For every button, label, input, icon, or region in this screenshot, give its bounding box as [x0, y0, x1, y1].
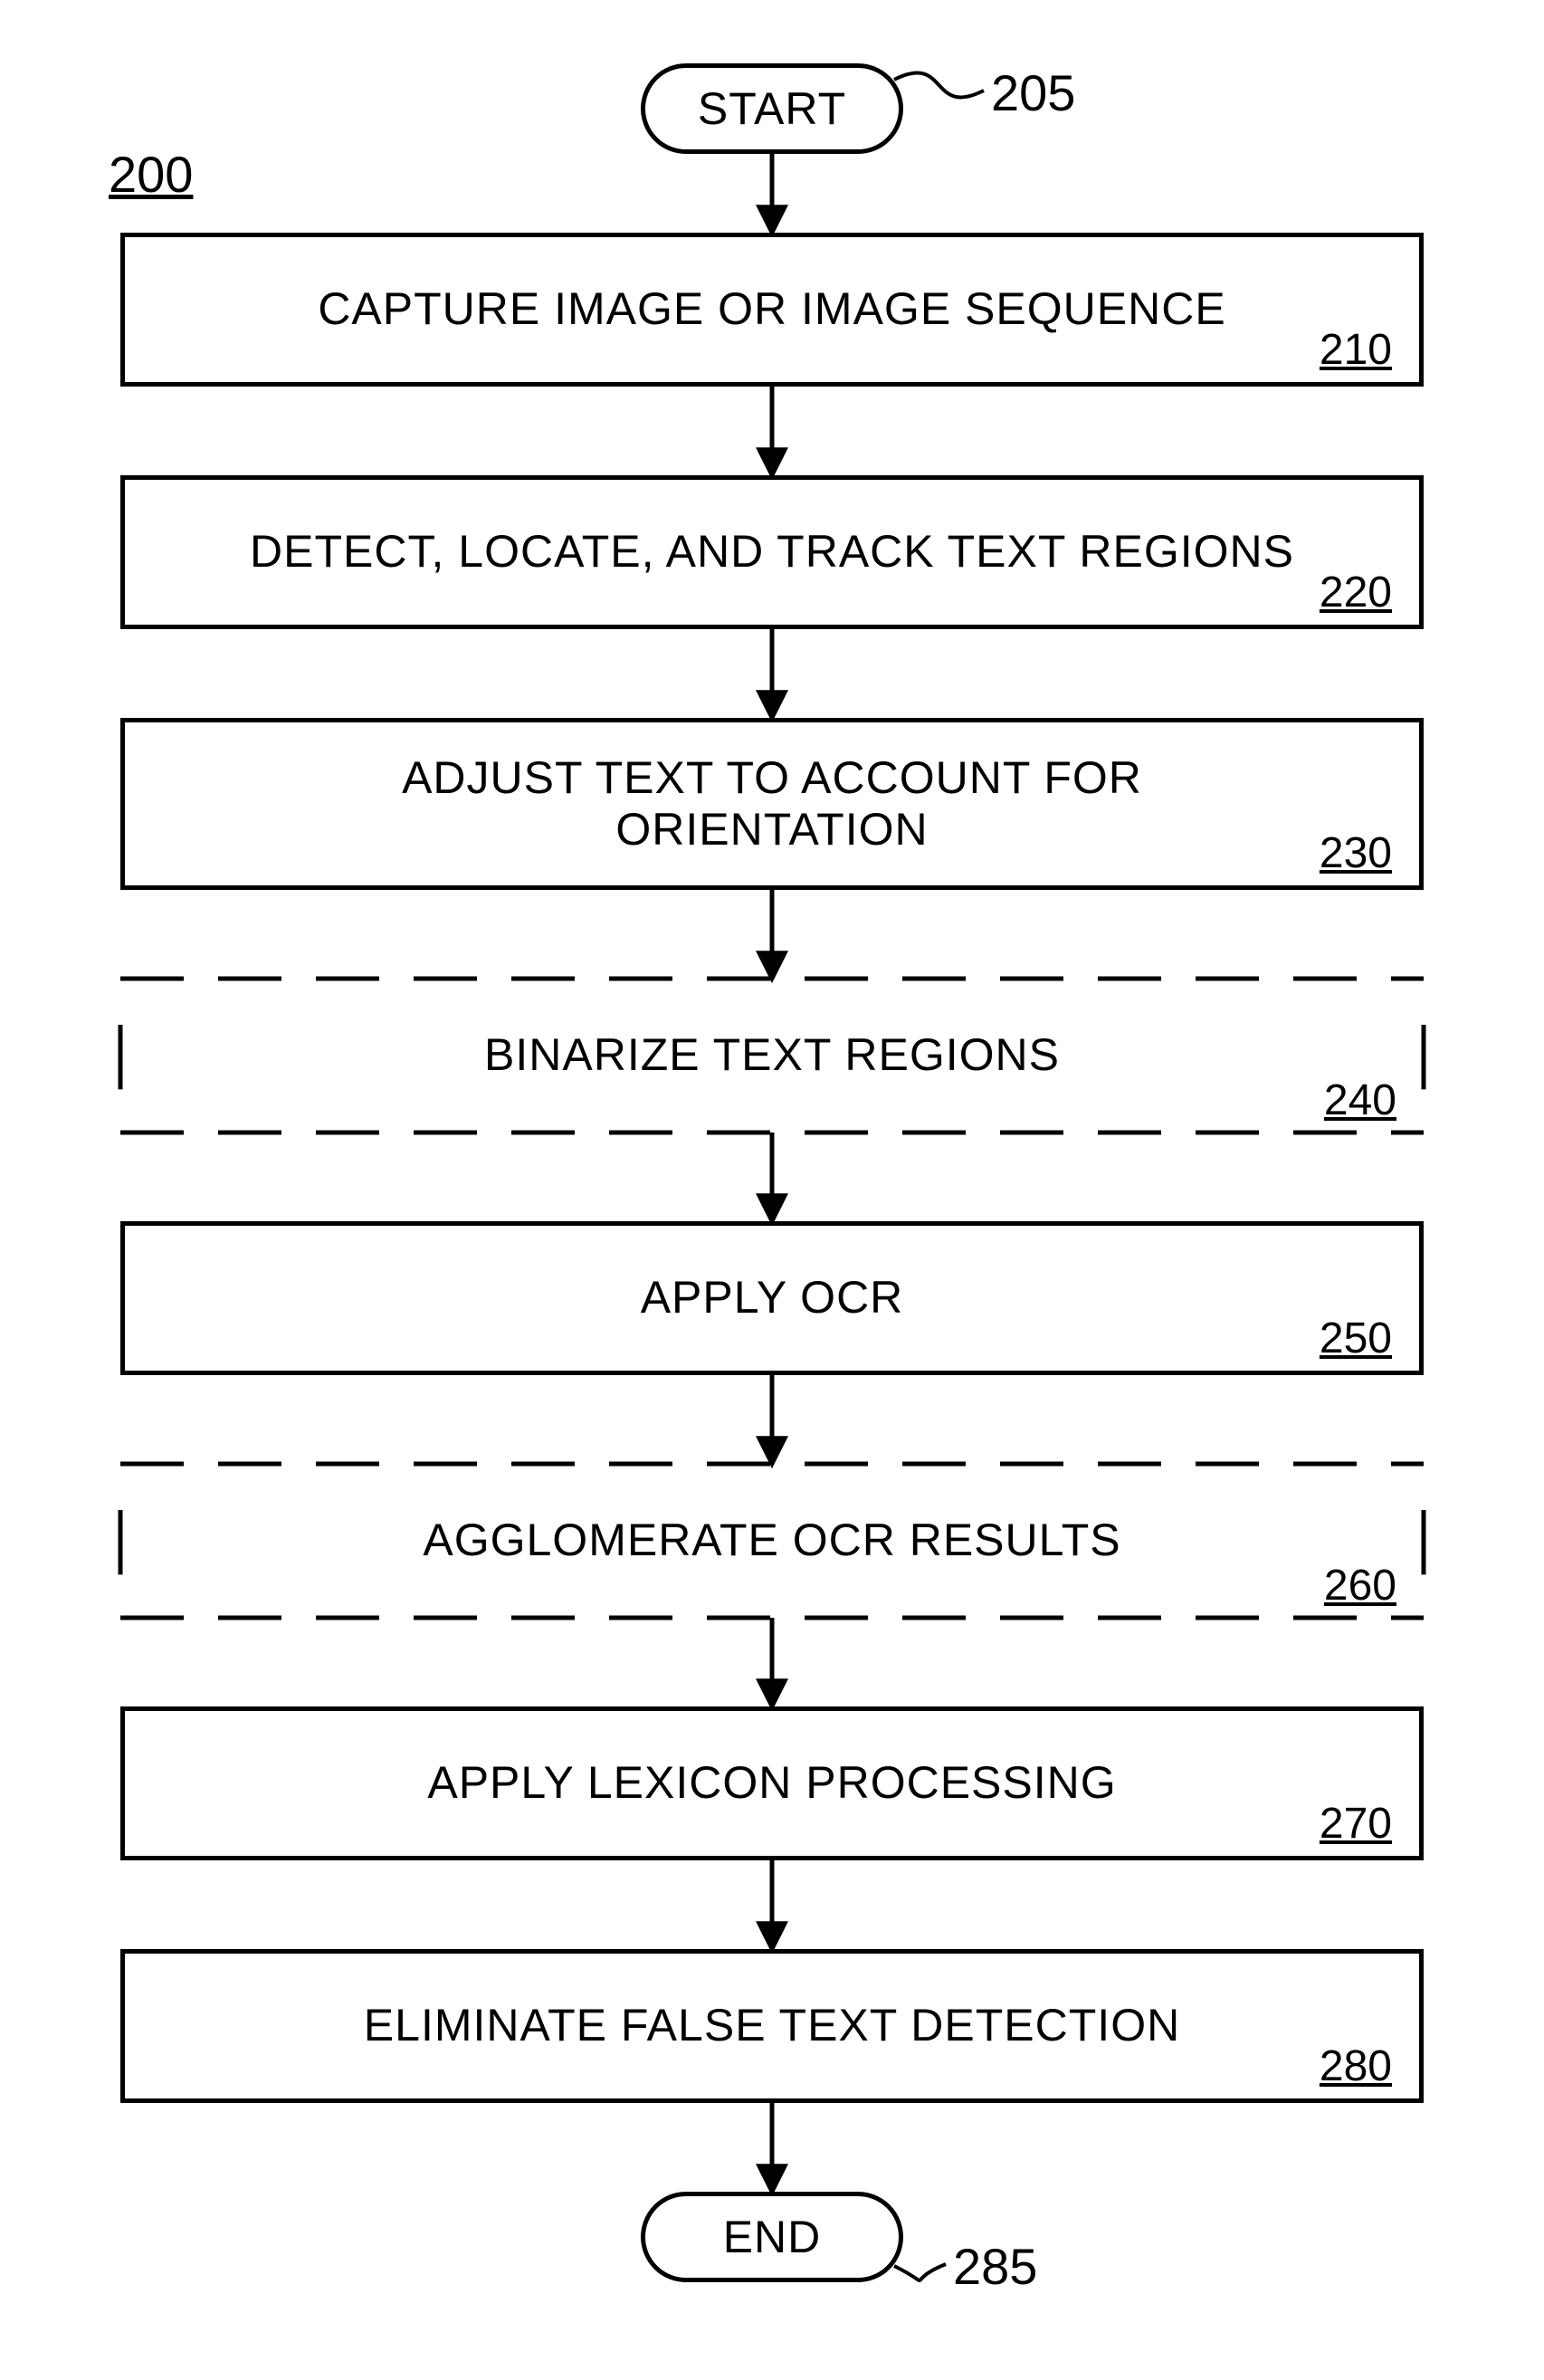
process-label: BINARIZE TEXT REGIONS — [484, 1029, 1060, 1082]
process-step-270: APPLY LEXICON PROCESSING 270 — [120, 1706, 1424, 1860]
process-ref: 210 — [1320, 325, 1392, 375]
process-ref: 230 — [1320, 828, 1392, 878]
process-step-220: DETECT, LOCATE, AND TRACK TEXT REGIONS 22… — [120, 475, 1424, 629]
process-label: APPLY OCR — [641, 1272, 904, 1324]
end-label: END — [723, 2211, 822, 2263]
process-label: DETECT, LOCATE, AND TRACK TEXT REGIONS — [250, 526, 1294, 578]
process-label: ELIMINATE FALSE TEXT DETECTION — [364, 2000, 1180, 2052]
process-step-210: CAPTURE IMAGE OR IMAGE SEQUENCE 210 — [120, 233, 1424, 387]
process-label: APPLY LEXICON PROCESSING — [427, 1757, 1116, 1810]
process-step-240: BINARIZE TEXT REGIONS 240 — [120, 979, 1424, 1133]
end-terminator: END — [641, 2192, 903, 2282]
process-step-250: APPLY OCR 250 — [120, 1221, 1424, 1375]
process-step-260: AGGLOMERATE OCR RESULTS 260 — [120, 1464, 1424, 1618]
flowchart-canvas: 200 START 205 CAPTURE IMAGE OR IMAGE SEQUEN… — [0, 0, 1544, 2380]
process-step-280: ELIMINATE FALSE TEXT DETECTION 280 — [120, 1949, 1424, 2103]
process-step-230: ADJUST TEXT TO ACCOUNT FOR ORIENTATION 23… — [120, 718, 1424, 890]
process-ref: 260 — [1324, 1561, 1396, 1611]
process-ref: 280 — [1320, 2041, 1392, 2091]
process-ref: 240 — [1324, 1075, 1396, 1125]
start-ref: 205 — [991, 63, 1075, 122]
process-ref: 250 — [1320, 1314, 1392, 1363]
end-ref: 285 — [953, 2237, 1037, 2296]
process-label: ADJUST TEXT TO ACCOUNT FOR ORIENTATION — [402, 752, 1142, 856]
process-ref: 270 — [1320, 1799, 1392, 1849]
process-ref: 220 — [1320, 568, 1392, 617]
process-label: AGGLOMERATE OCR RESULTS — [423, 1515, 1120, 1567]
start-label: START — [698, 82, 846, 135]
figure-number: 200 — [109, 145, 193, 204]
process-label: CAPTURE IMAGE OR IMAGE SEQUENCE — [318, 283, 1225, 336]
start-terminator: START — [641, 63, 903, 154]
